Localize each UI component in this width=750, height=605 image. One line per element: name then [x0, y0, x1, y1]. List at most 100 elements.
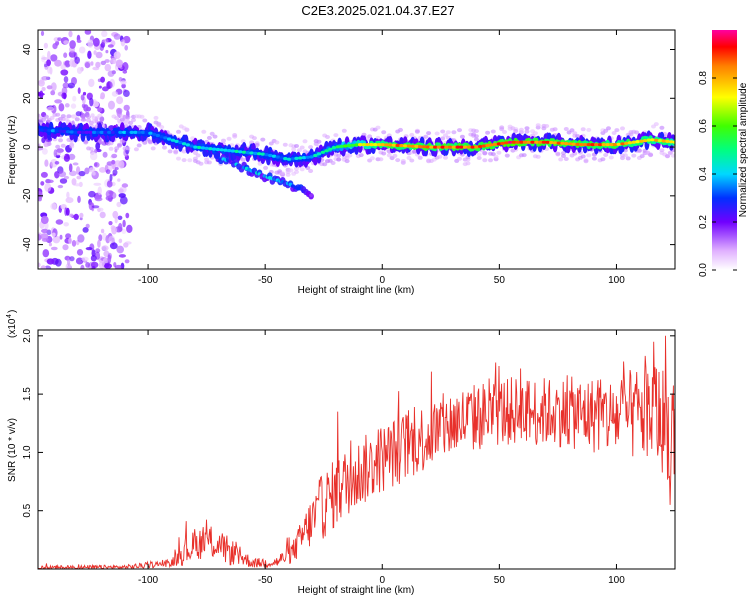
spectrogram-halo — [80, 114, 86, 119]
spectrogram-halo — [60, 114, 66, 119]
y-tick-label: -40 — [22, 237, 33, 252]
spectrogram-ridge-core — [350, 143, 355, 147]
spectrogram-blob — [114, 167, 119, 170]
spectrogram-ridge-core — [122, 130, 127, 134]
spectrogram-ridge-core — [530, 140, 535, 144]
spectrogram-halo — [221, 138, 226, 143]
spectrogram-halo — [162, 145, 167, 150]
spectrogram-ridge-core — [669, 140, 674, 144]
spectrogram-blob — [110, 57, 117, 65]
spectrogram-ridge-core — [264, 153, 269, 157]
spectrogram-halo — [38, 113, 41, 118]
spectrogram-ridge-core — [451, 145, 457, 149]
colorbar-tick-label: 0.4 — [698, 167, 709, 181]
spectrogram-halo — [443, 155, 448, 160]
spectrogram-halo — [240, 157, 246, 162]
spectrogram-ridge-core — [354, 143, 359, 147]
spectrogram-halo — [555, 151, 561, 156]
spectrogram-ridge-core — [69, 130, 74, 134]
spectrogram-blob — [52, 43, 58, 50]
spectrogram-blob — [76, 249, 84, 256]
x-tick-label: -50 — [258, 575, 273, 586]
spectrogram-halo — [485, 130, 491, 135]
spectrogram-ridge-core — [316, 152, 322, 156]
spectrogram-blob — [95, 248, 101, 253]
spectrogram-halo — [490, 129, 496, 134]
y-tick-label: 20 — [22, 92, 33, 104]
spectrogram-blob — [122, 62, 129, 71]
x-tick-label: -100 — [138, 275, 158, 286]
spectrogram-blob — [93, 37, 100, 47]
spectrogram-halo — [611, 131, 617, 135]
spectrogram-halo — [263, 165, 269, 170]
y-tick-label: 0.5 — [22, 503, 33, 517]
spectrogram-ridge-core — [200, 146, 206, 150]
spectrogram-ridge-core — [159, 135, 164, 139]
colorbar-gradient — [712, 30, 737, 270]
spectrogram-ridge-core — [642, 139, 648, 143]
spectrogram-blob — [101, 245, 109, 251]
spectrogram-blob — [118, 77, 123, 82]
spectrogram-ridge-core — [665, 139, 670, 143]
spectrogram-halo — [159, 125, 165, 130]
spectrogram-halo — [63, 117, 69, 122]
spectrogram-halo — [532, 131, 538, 136]
colorbar-tick-label: 0.2 — [698, 215, 709, 229]
spectrogram-blob — [71, 178, 77, 186]
colorbar-tick-label: 0.0 — [698, 263, 709, 277]
spectrogram-ridge-core — [635, 140, 640, 144]
spectrogram-blob — [114, 264, 123, 269]
spectrogram-blob — [104, 59, 110, 63]
spectrogram-halo — [535, 154, 541, 159]
spectrogram-blob — [93, 162, 100, 168]
spectrogram-halo — [586, 153, 592, 158]
spectrogram-halo — [91, 119, 97, 124]
spectrogram-halo — [620, 126, 625, 131]
spectrogram-halo — [417, 155, 423, 160]
spectrogram-halo — [535, 123, 541, 128]
spectrogram-ridge-core — [672, 140, 675, 144]
spectrogram-blob — [43, 42, 49, 49]
spectrogram-ridge-core — [616, 142, 621, 146]
spectrogram-ridge-core — [620, 142, 625, 146]
snr-multiplier-exponent: 4 — [6, 314, 13, 318]
spectrogram-blob — [112, 173, 116, 177]
spectrogram-halo — [299, 145, 305, 150]
spectrogram-blob — [95, 61, 101, 68]
spectrogram-halo — [608, 155, 614, 160]
spectrogram-ridge-core — [211, 147, 217, 151]
x-tick-label: 50 — [494, 575, 506, 586]
spectrogram-halo — [459, 134, 465, 139]
spectrogram-ridge-core — [564, 142, 569, 146]
spectrogram-blob — [71, 240, 77, 247]
spectrogram-halo — [173, 150, 179, 155]
spectrogram-halo — [136, 143, 142, 148]
snr-multiplier: (x10 4 ) — [6, 310, 18, 338]
spectrogram-blob — [40, 215, 49, 225]
spectrogram-ridge-core — [444, 145, 449, 149]
spectrogram-halo — [55, 112, 61, 117]
spectrogram-blob — [73, 213, 79, 220]
spectrogram-ridge-core — [373, 143, 378, 147]
spectrogram-halo — [409, 158, 415, 163]
spectrogram-blob — [77, 87, 81, 94]
spectrogram-halo — [341, 128, 347, 133]
spectrogram-halo — [119, 139, 125, 144]
spectrogram-ridge-core — [125, 130, 131, 134]
spectrogram-blob — [63, 222, 69, 227]
spectrogram-ridge-core — [522, 140, 528, 144]
spectrogram-ridge-core — [654, 138, 659, 142]
spectrogram-blob — [54, 59, 62, 67]
spectrogram-blob — [124, 259, 130, 264]
spectrogram-halo — [580, 154, 586, 159]
spectrogram-marks — [38, 30, 675, 269]
spectrogram-halo — [476, 156, 482, 160]
x-tick-label: -100 — [138, 575, 158, 586]
spectrogram-halo — [434, 131, 440, 136]
spectrogram-blob — [46, 258, 55, 265]
spectrogram-blob — [100, 92, 105, 100]
spectrogram-blob — [54, 171, 60, 179]
spectrogram-halo — [251, 136, 257, 141]
spectrogram-blob — [62, 82, 70, 89]
spectrogram-halo — [451, 130, 457, 135]
